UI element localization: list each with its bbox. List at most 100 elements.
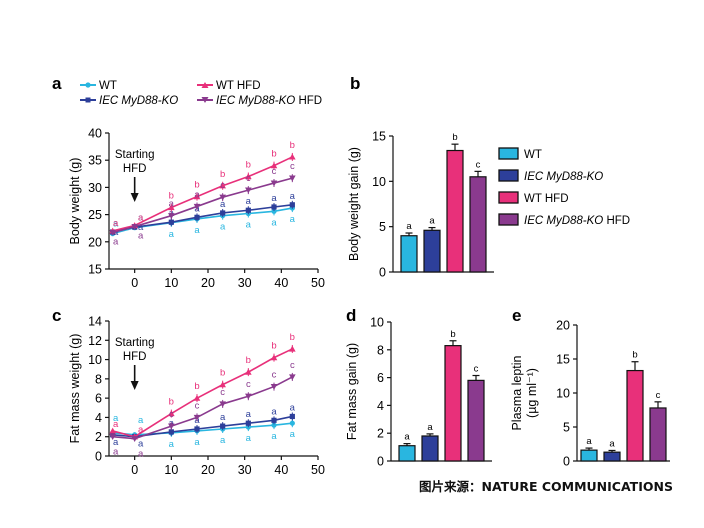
data-point-c-ko_hfd xyxy=(289,374,296,381)
series-line-a-ko_hfd xyxy=(112,177,293,234)
bar-b-ko xyxy=(423,229,441,273)
data-point-a-ko_hfd xyxy=(289,175,296,182)
data-point-a-ko_hfd xyxy=(270,180,278,187)
bar-b-wt xyxy=(400,235,418,273)
significance-letter-c: a xyxy=(113,437,119,448)
data-point-c-ko_hfd xyxy=(109,434,116,441)
significance-letter-c: a xyxy=(113,447,119,458)
significance-letter-a: a xyxy=(138,212,144,223)
significance-letter-c: a xyxy=(138,415,144,426)
significance-letter-c: a xyxy=(194,437,200,448)
y-tick-label-d: 4 xyxy=(377,399,384,413)
significance-letter-c: c xyxy=(290,360,295,371)
plot-e: 0 5 10 15 20 Plasma leptin (µg ml⁻¹) a a b c xyxy=(510,319,670,469)
x-tick-label-c: 40 xyxy=(274,463,288,477)
bar-d-wt xyxy=(398,445,416,462)
significance-letter-a: a xyxy=(246,220,252,231)
legend-b-wthfd-label: WT HFD xyxy=(524,193,569,205)
y-tick-label-c: 10 xyxy=(88,353,102,367)
legend-b: WT IEC MyD88-KO WT HFD IEC MyD88-KO HFD xyxy=(498,147,630,227)
significance-letter-c: b xyxy=(246,355,251,366)
y-tick-label-c: 8 xyxy=(95,372,102,386)
significance-letter-a: a xyxy=(138,231,144,242)
y-tick-label-d: 2 xyxy=(377,427,384,441)
significance-letter-c: b xyxy=(194,381,199,392)
y-tick-label-d: 0 xyxy=(377,455,384,469)
y-tick-label-b: 0 xyxy=(379,266,386,280)
significance-letter-c: b xyxy=(290,332,295,343)
y-tick-label-a: 20 xyxy=(88,235,102,249)
legend-a-kohfd-marker xyxy=(201,97,209,103)
y-tick-label-a: 15 xyxy=(88,263,102,277)
source-caption: 图片来源：NATURE COMMUNICATIONS xyxy=(419,479,673,494)
significance-letter-a: c xyxy=(272,166,277,177)
significance-letter-c: a xyxy=(271,431,277,442)
significance-letter-a: b xyxy=(246,160,251,171)
legend-a-kohfd-label: IEC MyD88-KO HFD xyxy=(216,95,322,107)
data-point-a-wt_hfd xyxy=(193,193,201,200)
panel-label-d: d xyxy=(346,306,356,325)
data-point-c-ko_hfd xyxy=(245,393,252,400)
y-axis-label-d: Fat mass gain (g) xyxy=(345,343,359,440)
y-tick-label-d: 8 xyxy=(377,343,384,357)
plot-b: 0 5 10 15 Body weight gain (g) a a b c xyxy=(347,130,494,280)
data-point-a-ko xyxy=(168,219,174,225)
significance-letter-a: b xyxy=(290,140,295,151)
y-tick-label-a: 30 xyxy=(88,181,102,195)
legend-b-kohfd-label-text: IEC MyD88-KO xyxy=(524,215,603,227)
significance-letter-a: a xyxy=(220,222,226,233)
y-tick-label-c: 2 xyxy=(95,430,102,444)
significance-letter-e: a xyxy=(586,436,592,447)
significance-letter-b: a xyxy=(429,216,435,227)
y-axis-unit-e: (µg ml⁻¹) xyxy=(525,368,539,418)
significance-letter-a: b xyxy=(271,149,276,160)
significance-letter-e: c xyxy=(656,390,661,401)
significance-letter-c: a xyxy=(138,449,144,460)
data-point-a-ko xyxy=(245,207,251,213)
data-point-c-wt_hfd xyxy=(109,427,116,434)
x-tick-label-a: 40 xyxy=(274,276,288,290)
legend-a-ko-label: IEC MyD88-KO xyxy=(99,95,178,107)
significance-letter-a: c xyxy=(220,180,225,191)
significance-letter-d: a xyxy=(404,432,410,443)
y-tick-label-c: 12 xyxy=(88,334,102,348)
legend-hfd-suffix: HFD xyxy=(603,215,630,227)
significance-letter-a: a xyxy=(113,227,119,238)
significance-letter-a: a xyxy=(220,199,226,210)
y-tick-label-e: 20 xyxy=(556,319,570,333)
y-tick-label-d: 10 xyxy=(370,316,384,330)
plot-a: 15 20 25 30 35 40 0 10 20 30 40 50 Body weight (g) St… xyxy=(68,127,325,291)
legend-a-ko-marker xyxy=(85,97,91,103)
data-point-a-wt_hfd xyxy=(168,204,175,211)
y-tick-label-d: 6 xyxy=(377,371,384,385)
data-point-c-ko xyxy=(289,413,295,420)
x-tick-label-a: 10 xyxy=(164,276,178,290)
data-point-a-ko xyxy=(194,214,200,220)
x-tick-label-a: 20 xyxy=(201,276,215,290)
data-point-c-ko xyxy=(271,417,277,423)
data-point-c-ko_hfd xyxy=(168,423,175,430)
data-point-a-ko_hfd xyxy=(219,194,226,201)
series-line-c-wt_hfd xyxy=(112,348,293,438)
significance-letter-a: a xyxy=(113,219,119,230)
significance-letter-c: a xyxy=(113,413,119,424)
x-tick-label-c: 30 xyxy=(238,463,252,477)
significance-letter-a: a xyxy=(138,213,144,224)
significance-letter-c: c xyxy=(195,400,200,411)
significance-letter-a: b xyxy=(169,191,174,202)
significance-letter-b: a xyxy=(406,221,412,232)
data-point-c-wt_hfd xyxy=(168,410,175,417)
data-point-c-wt_hfd xyxy=(193,394,201,401)
significance-letter-a: a xyxy=(169,229,175,240)
y-tick-label-a: 40 xyxy=(88,127,102,141)
data-point-c-ko xyxy=(168,429,174,435)
data-point-a-wt xyxy=(271,208,277,214)
y-axis-label-c: Fat mass weight (g) xyxy=(68,334,82,444)
data-point-c-ko xyxy=(245,420,251,426)
y-tick-label-a: 25 xyxy=(88,208,102,222)
significance-letter-c: a xyxy=(220,412,226,423)
x-tick-label-a: 50 xyxy=(311,276,325,290)
data-point-a-ko xyxy=(271,204,277,210)
data-point-a-wt_hfd xyxy=(289,153,296,160)
